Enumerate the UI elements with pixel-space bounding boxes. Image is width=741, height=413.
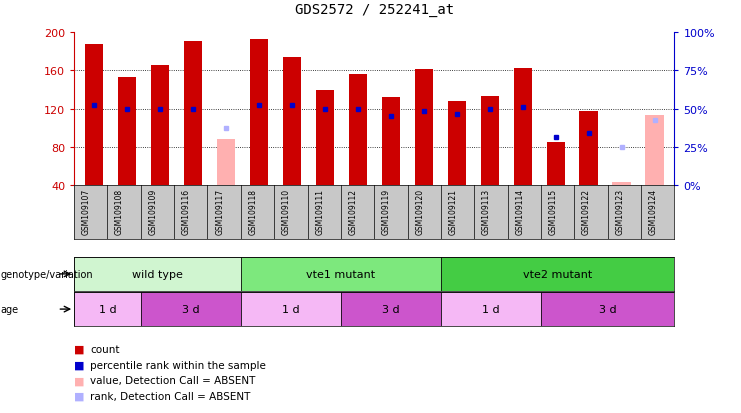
- FancyBboxPatch shape: [241, 292, 341, 326]
- Text: GSM109107: GSM109107: [82, 188, 91, 235]
- Text: GSM109122: GSM109122: [582, 188, 591, 235]
- Text: GSM109118: GSM109118: [248, 188, 258, 235]
- Text: GSM109117: GSM109117: [215, 188, 225, 235]
- FancyBboxPatch shape: [74, 257, 241, 291]
- Text: GSM109116: GSM109116: [182, 188, 191, 235]
- Bar: [349, 75, 367, 186]
- Text: percentile rank within the sample: percentile rank within the sample: [90, 360, 266, 370]
- Text: GSM109121: GSM109121: [448, 188, 457, 235]
- Bar: [84, 45, 103, 186]
- Text: rank, Detection Call = ABSENT: rank, Detection Call = ABSENT: [90, 391, 250, 401]
- Text: GSM109119: GSM109119: [382, 188, 391, 235]
- Text: 3 d: 3 d: [599, 304, 617, 314]
- Text: GSM109114: GSM109114: [515, 188, 524, 235]
- Bar: [118, 78, 136, 186]
- Text: age: age: [1, 304, 19, 314]
- Bar: [579, 112, 598, 186]
- FancyBboxPatch shape: [441, 257, 674, 291]
- Text: value, Detection Call = ABSENT: value, Detection Call = ABSENT: [90, 375, 256, 385]
- Text: count: count: [90, 344, 120, 354]
- FancyBboxPatch shape: [541, 292, 674, 326]
- Bar: [150, 66, 169, 186]
- FancyBboxPatch shape: [74, 292, 141, 326]
- Bar: [282, 58, 301, 186]
- Text: 3 d: 3 d: [182, 304, 199, 314]
- Bar: [481, 97, 499, 186]
- Text: GSM109113: GSM109113: [482, 188, 491, 235]
- FancyBboxPatch shape: [241, 257, 441, 291]
- Bar: [415, 70, 433, 186]
- Text: 1 d: 1 d: [482, 304, 499, 314]
- FancyBboxPatch shape: [341, 292, 441, 326]
- Text: GSM109124: GSM109124: [648, 188, 658, 235]
- Bar: [382, 98, 399, 186]
- Bar: [184, 42, 202, 186]
- Bar: [613, 183, 631, 186]
- Text: GSM109123: GSM109123: [615, 188, 624, 235]
- Text: GSM109111: GSM109111: [315, 188, 325, 235]
- Text: 1 d: 1 d: [99, 304, 116, 314]
- Text: genotype/variation: genotype/variation: [1, 269, 93, 279]
- Text: 1 d: 1 d: [282, 304, 299, 314]
- Text: GSM109115: GSM109115: [548, 188, 557, 235]
- Text: ■: ■: [74, 391, 84, 401]
- Bar: [216, 140, 235, 186]
- FancyBboxPatch shape: [141, 292, 241, 326]
- Text: vte2 mutant: vte2 mutant: [523, 269, 592, 279]
- Text: GSM109120: GSM109120: [415, 188, 424, 235]
- Text: GSM109112: GSM109112: [348, 188, 358, 235]
- Text: GSM109110: GSM109110: [282, 188, 290, 235]
- Text: ■: ■: [74, 344, 84, 354]
- Text: 3 d: 3 d: [382, 304, 399, 314]
- Bar: [514, 69, 532, 186]
- Text: GSM109108: GSM109108: [115, 188, 124, 235]
- Text: ■: ■: [74, 375, 84, 385]
- Text: GSM109109: GSM109109: [148, 188, 157, 235]
- Text: vte1 mutant: vte1 mutant: [306, 269, 376, 279]
- Bar: [547, 143, 565, 186]
- Bar: [316, 90, 333, 186]
- Bar: [448, 102, 466, 186]
- FancyBboxPatch shape: [441, 292, 541, 326]
- Bar: [250, 40, 268, 186]
- Text: ■: ■: [74, 360, 84, 370]
- Bar: [645, 116, 664, 186]
- Text: GDS2572 / 252241_at: GDS2572 / 252241_at: [295, 2, 453, 17]
- Text: wild type: wild type: [132, 269, 183, 279]
